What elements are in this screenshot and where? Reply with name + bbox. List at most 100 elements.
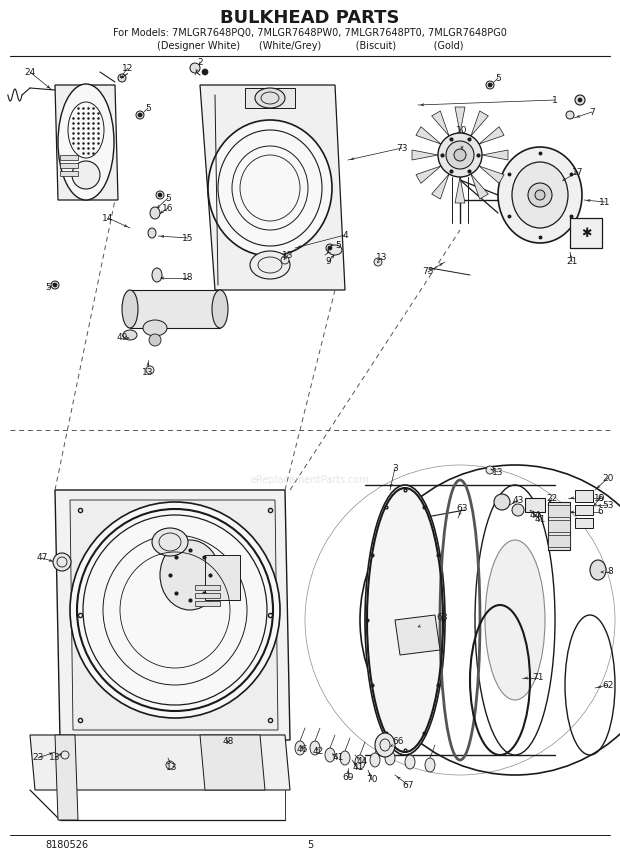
Text: 48: 48 <box>223 738 234 746</box>
Ellipse shape <box>138 113 142 117</box>
Text: 5: 5 <box>165 193 171 203</box>
Ellipse shape <box>512 162 568 228</box>
Text: 5: 5 <box>145 104 151 112</box>
Polygon shape <box>55 735 78 820</box>
Bar <box>548 505 570 517</box>
Ellipse shape <box>58 84 114 200</box>
Text: ✱: ✱ <box>581 227 591 240</box>
Ellipse shape <box>355 755 365 769</box>
Bar <box>195 585 220 590</box>
Text: 8: 8 <box>607 568 613 576</box>
Ellipse shape <box>374 258 382 266</box>
Ellipse shape <box>485 540 545 700</box>
Polygon shape <box>471 111 489 136</box>
Text: 5: 5 <box>335 241 341 249</box>
Ellipse shape <box>146 366 154 374</box>
Text: 21: 21 <box>566 258 578 266</box>
Ellipse shape <box>425 758 435 772</box>
Ellipse shape <box>202 69 208 75</box>
Text: 66: 66 <box>392 738 404 746</box>
Bar <box>195 601 220 606</box>
Text: 9: 9 <box>325 258 331 266</box>
Ellipse shape <box>498 147 582 243</box>
Text: 41: 41 <box>534 515 546 525</box>
Polygon shape <box>200 85 345 290</box>
Text: 22: 22 <box>546 494 557 502</box>
Text: 6: 6 <box>597 508 603 516</box>
Text: 68: 68 <box>436 614 448 622</box>
Ellipse shape <box>123 330 137 340</box>
Ellipse shape <box>158 193 162 197</box>
Polygon shape <box>55 490 290 740</box>
Text: For Models: 7MLGR7648PQ0, 7MLGR7648PW0, 7MLGR7648PT0, 7MLGR7648PG0: For Models: 7MLGR7648PQ0, 7MLGR7648PW0, … <box>113 28 507 38</box>
Bar <box>60 155 78 160</box>
Ellipse shape <box>250 251 290 279</box>
Polygon shape <box>412 150 438 160</box>
Polygon shape <box>416 127 441 144</box>
Text: 71: 71 <box>532 674 544 682</box>
Text: 16: 16 <box>162 204 174 212</box>
Ellipse shape <box>494 494 510 510</box>
Text: 13: 13 <box>142 367 154 377</box>
Ellipse shape <box>535 190 545 200</box>
Ellipse shape <box>528 183 552 207</box>
Ellipse shape <box>328 246 332 250</box>
Polygon shape <box>30 735 290 790</box>
Ellipse shape <box>160 540 220 610</box>
Ellipse shape <box>486 81 494 89</box>
Text: 63: 63 <box>456 503 467 513</box>
Ellipse shape <box>575 95 585 105</box>
Ellipse shape <box>310 741 320 755</box>
Polygon shape <box>70 500 278 730</box>
Ellipse shape <box>438 133 482 177</box>
Ellipse shape <box>281 256 289 264</box>
Bar <box>570 218 602 248</box>
Text: 5: 5 <box>45 283 51 293</box>
Text: 13: 13 <box>166 764 178 772</box>
Text: 17: 17 <box>572 168 584 176</box>
Ellipse shape <box>590 560 606 580</box>
Ellipse shape <box>51 281 59 289</box>
Ellipse shape <box>578 98 582 102</box>
Text: 20: 20 <box>602 473 614 483</box>
Text: 47: 47 <box>37 554 48 562</box>
Text: 5: 5 <box>495 74 501 82</box>
Ellipse shape <box>340 751 350 765</box>
Text: 69: 69 <box>342 774 354 782</box>
Ellipse shape <box>512 504 524 516</box>
Bar <box>575 490 593 502</box>
Text: 15: 15 <box>182 234 193 242</box>
Polygon shape <box>455 107 465 133</box>
Text: 46: 46 <box>296 746 308 754</box>
Ellipse shape <box>118 74 126 82</box>
Ellipse shape <box>326 244 334 252</box>
Polygon shape <box>416 166 441 183</box>
Bar <box>548 520 570 532</box>
Ellipse shape <box>61 751 69 759</box>
Ellipse shape <box>72 161 100 189</box>
Text: 42: 42 <box>312 747 324 757</box>
Bar <box>525 498 545 512</box>
Ellipse shape <box>208 120 332 256</box>
Text: 13: 13 <box>492 467 503 477</box>
Polygon shape <box>432 174 449 199</box>
Ellipse shape <box>148 228 156 238</box>
Text: 3: 3 <box>392 463 398 473</box>
Bar <box>195 593 220 598</box>
Polygon shape <box>479 127 504 144</box>
Ellipse shape <box>370 753 380 767</box>
Text: 6: 6 <box>597 494 603 502</box>
Text: 2: 2 <box>197 57 203 67</box>
Text: 75: 75 <box>422 267 434 276</box>
Text: 73: 73 <box>396 144 408 152</box>
Text: 14: 14 <box>102 213 113 223</box>
Polygon shape <box>471 174 489 199</box>
Ellipse shape <box>152 528 188 556</box>
Ellipse shape <box>295 741 305 755</box>
Ellipse shape <box>53 283 57 287</box>
Ellipse shape <box>405 755 415 769</box>
Text: 44: 44 <box>529 510 541 520</box>
Polygon shape <box>479 166 504 183</box>
Text: 10: 10 <box>456 126 467 134</box>
Polygon shape <box>205 555 240 600</box>
